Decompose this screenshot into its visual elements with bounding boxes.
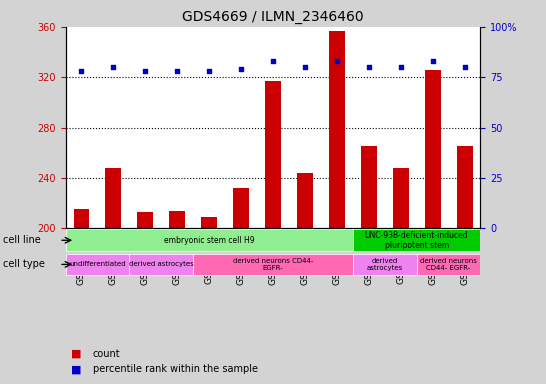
Point: [396, 64, 405, 70]
Bar: [297, 173, 313, 384]
Text: ■: ■: [71, 364, 81, 374]
Bar: [393, 168, 408, 384]
Bar: [233, 188, 249, 384]
Point: [333, 58, 341, 64]
Point: [109, 64, 118, 70]
Text: UNC-93B-deficient-induced
pluripotent stem: UNC-93B-deficient-induced pluripotent st…: [365, 230, 468, 250]
Text: undifferentiated: undifferentiated: [69, 262, 126, 267]
Text: cell line: cell line: [3, 235, 40, 245]
Bar: [329, 31, 345, 384]
Text: derived
astrocytes: derived astrocytes: [366, 258, 403, 271]
Bar: [74, 209, 90, 384]
Point: [460, 64, 469, 70]
Bar: [201, 217, 217, 384]
Bar: [169, 210, 185, 384]
FancyBboxPatch shape: [66, 229, 353, 251]
Point: [173, 68, 182, 74]
Title: GDS4669 / ILMN_2346460: GDS4669 / ILMN_2346460: [182, 10, 364, 25]
Point: [428, 58, 437, 64]
Text: cell type: cell type: [3, 260, 45, 270]
Point: [300, 64, 309, 70]
Bar: [138, 212, 153, 384]
FancyBboxPatch shape: [129, 253, 193, 275]
Text: percentile rank within the sample: percentile rank within the sample: [93, 364, 258, 374]
Bar: [361, 146, 377, 384]
Text: derived neurons CD44-
EGFR-: derived neurons CD44- EGFR-: [233, 258, 313, 271]
Point: [205, 68, 213, 74]
Text: derived astrocytes: derived astrocytes: [129, 262, 194, 267]
Bar: [105, 168, 121, 384]
Point: [364, 64, 373, 70]
FancyBboxPatch shape: [353, 229, 480, 251]
Text: count: count: [93, 349, 121, 359]
FancyBboxPatch shape: [66, 253, 129, 275]
Bar: [456, 146, 472, 384]
Point: [237, 66, 246, 72]
FancyBboxPatch shape: [417, 253, 480, 275]
Bar: [265, 81, 281, 384]
Point: [269, 58, 277, 64]
Text: embryonic stem cell H9: embryonic stem cell H9: [164, 236, 254, 245]
Point: [141, 68, 150, 74]
Text: ■: ■: [71, 349, 81, 359]
FancyBboxPatch shape: [353, 253, 417, 275]
Bar: [425, 70, 441, 384]
FancyBboxPatch shape: [193, 253, 353, 275]
Text: derived neurons
CD44- EGFR-: derived neurons CD44- EGFR-: [420, 258, 477, 271]
Point: [77, 68, 86, 74]
